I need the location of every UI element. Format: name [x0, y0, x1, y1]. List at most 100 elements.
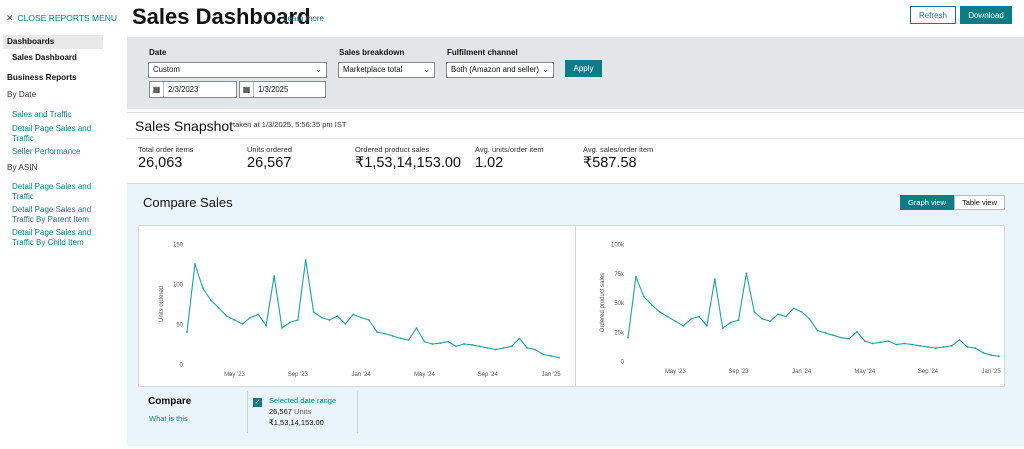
- data-point: [526, 347, 529, 349]
- end-date-input[interactable]: ▦ 1/3/2025: [239, 81, 326, 98]
- sales-breakdown-select[interactable]: Marketplace total ⌄: [338, 62, 435, 78]
- ordered-product-sales-chart: 0 25k 50k 75k 100k Ordered product sales May '…: [600, 243, 1001, 376]
- start-date-input[interactable]: ▦ 2/3/2023: [149, 81, 237, 98]
- selected-range-checkbox[interactable]: ✓: [253, 398, 262, 407]
- download-button[interactable]: Download: [960, 6, 1012, 24]
- data-point: [233, 319, 236, 321]
- compare-sales-panel: Compare Sales Graph view Table view 0 50 1…: [127, 183, 1024, 446]
- sidebar-item-seller-performance[interactable]: Seller Performance: [12, 147, 81, 156]
- y-tick-label: 50: [176, 323, 183, 329]
- y-tick-label: 25k: [614, 330, 625, 336]
- data-point: [761, 317, 764, 320]
- fulfilment-channel-value: Both (Amazon and seller): [451, 65, 539, 74]
- sidebar-item-asin-detail-page[interactable]: Detail Page Sales and Traffic: [12, 182, 92, 201]
- charts-container: 0 50 100 150 Units ordered May '23 Sep '23 Jan …: [138, 225, 1005, 387]
- date-range-select[interactable]: Custom ⌄: [148, 62, 327, 78]
- x-tick-label: May '23: [224, 372, 245, 378]
- learn-more-link[interactable]: Learn more: [283, 14, 324, 23]
- what-is-this-link[interactable]: What is this: [149, 414, 188, 423]
- data-point: [729, 321, 732, 324]
- data-point: [288, 321, 291, 324]
- data-point: [879, 341, 882, 344]
- data-point: [690, 317, 693, 320]
- sidebar-item-asin-child-item[interactable]: Detail Page Sales and Traffic By Child I…: [12, 228, 92, 247]
- filter-bar: Date Custom ⌄ ▦ 2/3/2023 ▦ 1/3/2025 Sales …: [127, 37, 1024, 109]
- sidebar-item-asin-parent-item[interactable]: Detail Page Sales and Traffic By Parent …: [12, 205, 92, 224]
- metric-total-order-items: Total order items 26,063: [138, 145, 193, 171]
- x-tick-label: Jan '24: [792, 369, 812, 375]
- data-point: [990, 354, 993, 357]
- y-tick-label: 100: [173, 283, 184, 289]
- x-tick-label: May '23: [665, 369, 686, 375]
- series-line: [627, 272, 1000, 357]
- metric-ordered-product-sales: Ordered product sales ₹1,53,14,153.00: [355, 145, 461, 171]
- data-point: [634, 275, 637, 278]
- legend-sales-value: ₹1,53,14,153.00: [269, 418, 324, 427]
- metric-label: Avg. sales/order item: [583, 145, 654, 154]
- data-point: [927, 346, 929, 348]
- data-point: [201, 287, 204, 289]
- data-point: [186, 331, 188, 333]
- calendar-icon: ▦: [150, 82, 164, 97]
- graph-view-toggle[interactable]: Graph view: [900, 195, 954, 210]
- x-tick-label: May '24: [854, 369, 875, 375]
- data-point: [407, 339, 410, 341]
- calendar-icon: ▦: [240, 82, 254, 97]
- data-point: [682, 325, 685, 327]
- table-view-toggle[interactable]: Table view: [954, 195, 1005, 210]
- legend-units: 26,567 Units: [269, 407, 311, 416]
- fulfilment-channel-select[interactable]: Both (Amazon and seller) ⌄: [446, 62, 554, 78]
- data-point: [391, 335, 394, 337]
- legend-units-label: Units: [294, 407, 312, 416]
- data-point: [698, 315, 700, 318]
- data-point: [706, 325, 708, 327]
- reports-sidebar: ✕ CLOSE REPORTS MENU Dashboards Sales Das…: [0, 0, 117, 449]
- sidebar-item-sales-and-traffic[interactable]: Sales and Traffic: [12, 110, 72, 119]
- metric-avg-sales-per-order-item: Avg. sales/order item ₹587.58: [583, 145, 653, 171]
- chevron-down-icon: ⌄: [315, 65, 322, 74]
- metric-units-ordered: Units ordered 26,567: [247, 145, 292, 171]
- metric-value: ₹587.58: [583, 155, 637, 171]
- start-date-value: 2/3/2023: [168, 85, 199, 94]
- sidebar-item-sales-dashboard[interactable]: Sales Dashboard: [12, 53, 77, 62]
- data-point: [777, 313, 779, 316]
- data-point: [871, 342, 874, 345]
- data-point: [217, 307, 220, 309]
- data-point: [257, 313, 260, 316]
- data-point: [998, 355, 1000, 358]
- data-point: [463, 343, 465, 345]
- data-point: [360, 316, 363, 319]
- metric-value: 1.02: [475, 155, 504, 171]
- apply-button[interactable]: Apply: [565, 60, 602, 77]
- data-point: [249, 316, 252, 319]
- data-point: [439, 342, 442, 345]
- x-tick-label: Jan '25: [541, 372, 561, 378]
- data-point: [911, 343, 914, 346]
- data-point: [753, 310, 756, 313]
- data-point: [194, 263, 196, 265]
- y-tick-label: 150: [173, 243, 184, 249]
- data-point: [502, 347, 505, 349]
- data-point: [674, 320, 677, 323]
- data-point: [281, 327, 283, 329]
- data-point: [650, 303, 653, 306]
- metric-label: Ordered product sales: [355, 145, 430, 154]
- data-point: [312, 311, 315, 313]
- main-content: Sales Dashboard Learn more Refresh Downl…: [127, 0, 1024, 449]
- chart-divider: [575, 226, 576, 386]
- data-point: [919, 344, 921, 347]
- data-point: [471, 343, 473, 346]
- data-point: [840, 336, 843, 339]
- x-tick-label: Jan '24: [352, 372, 372, 378]
- sidebar-item-detail-page-sales-traffic[interactable]: Detail Page Sales and Traffic: [12, 124, 92, 143]
- refresh-button[interactable]: Refresh: [910, 6, 956, 24]
- metric-avg-units-per-order-item: Avg. units/order item 1.02: [475, 145, 544, 171]
- date-label: Date: [149, 48, 167, 57]
- business-reports-heading: Business Reports: [7, 73, 77, 82]
- end-date-value: 1/3/2025: [258, 85, 289, 94]
- units-ordered-chart: 0 50 100 150 Units ordered May '23 Sep '23 Jan …: [159, 243, 561, 379]
- close-reports-menu-link[interactable]: ✕ CLOSE REPORTS MENU: [6, 13, 117, 24]
- metric-value: ₹1,53,14,153.00: [355, 155, 461, 171]
- sales-snapshot-header: Sales Snapshot taken at 1/3/2025, 5:56:3…: [127, 112, 1024, 139]
- data-point: [265, 324, 268, 327]
